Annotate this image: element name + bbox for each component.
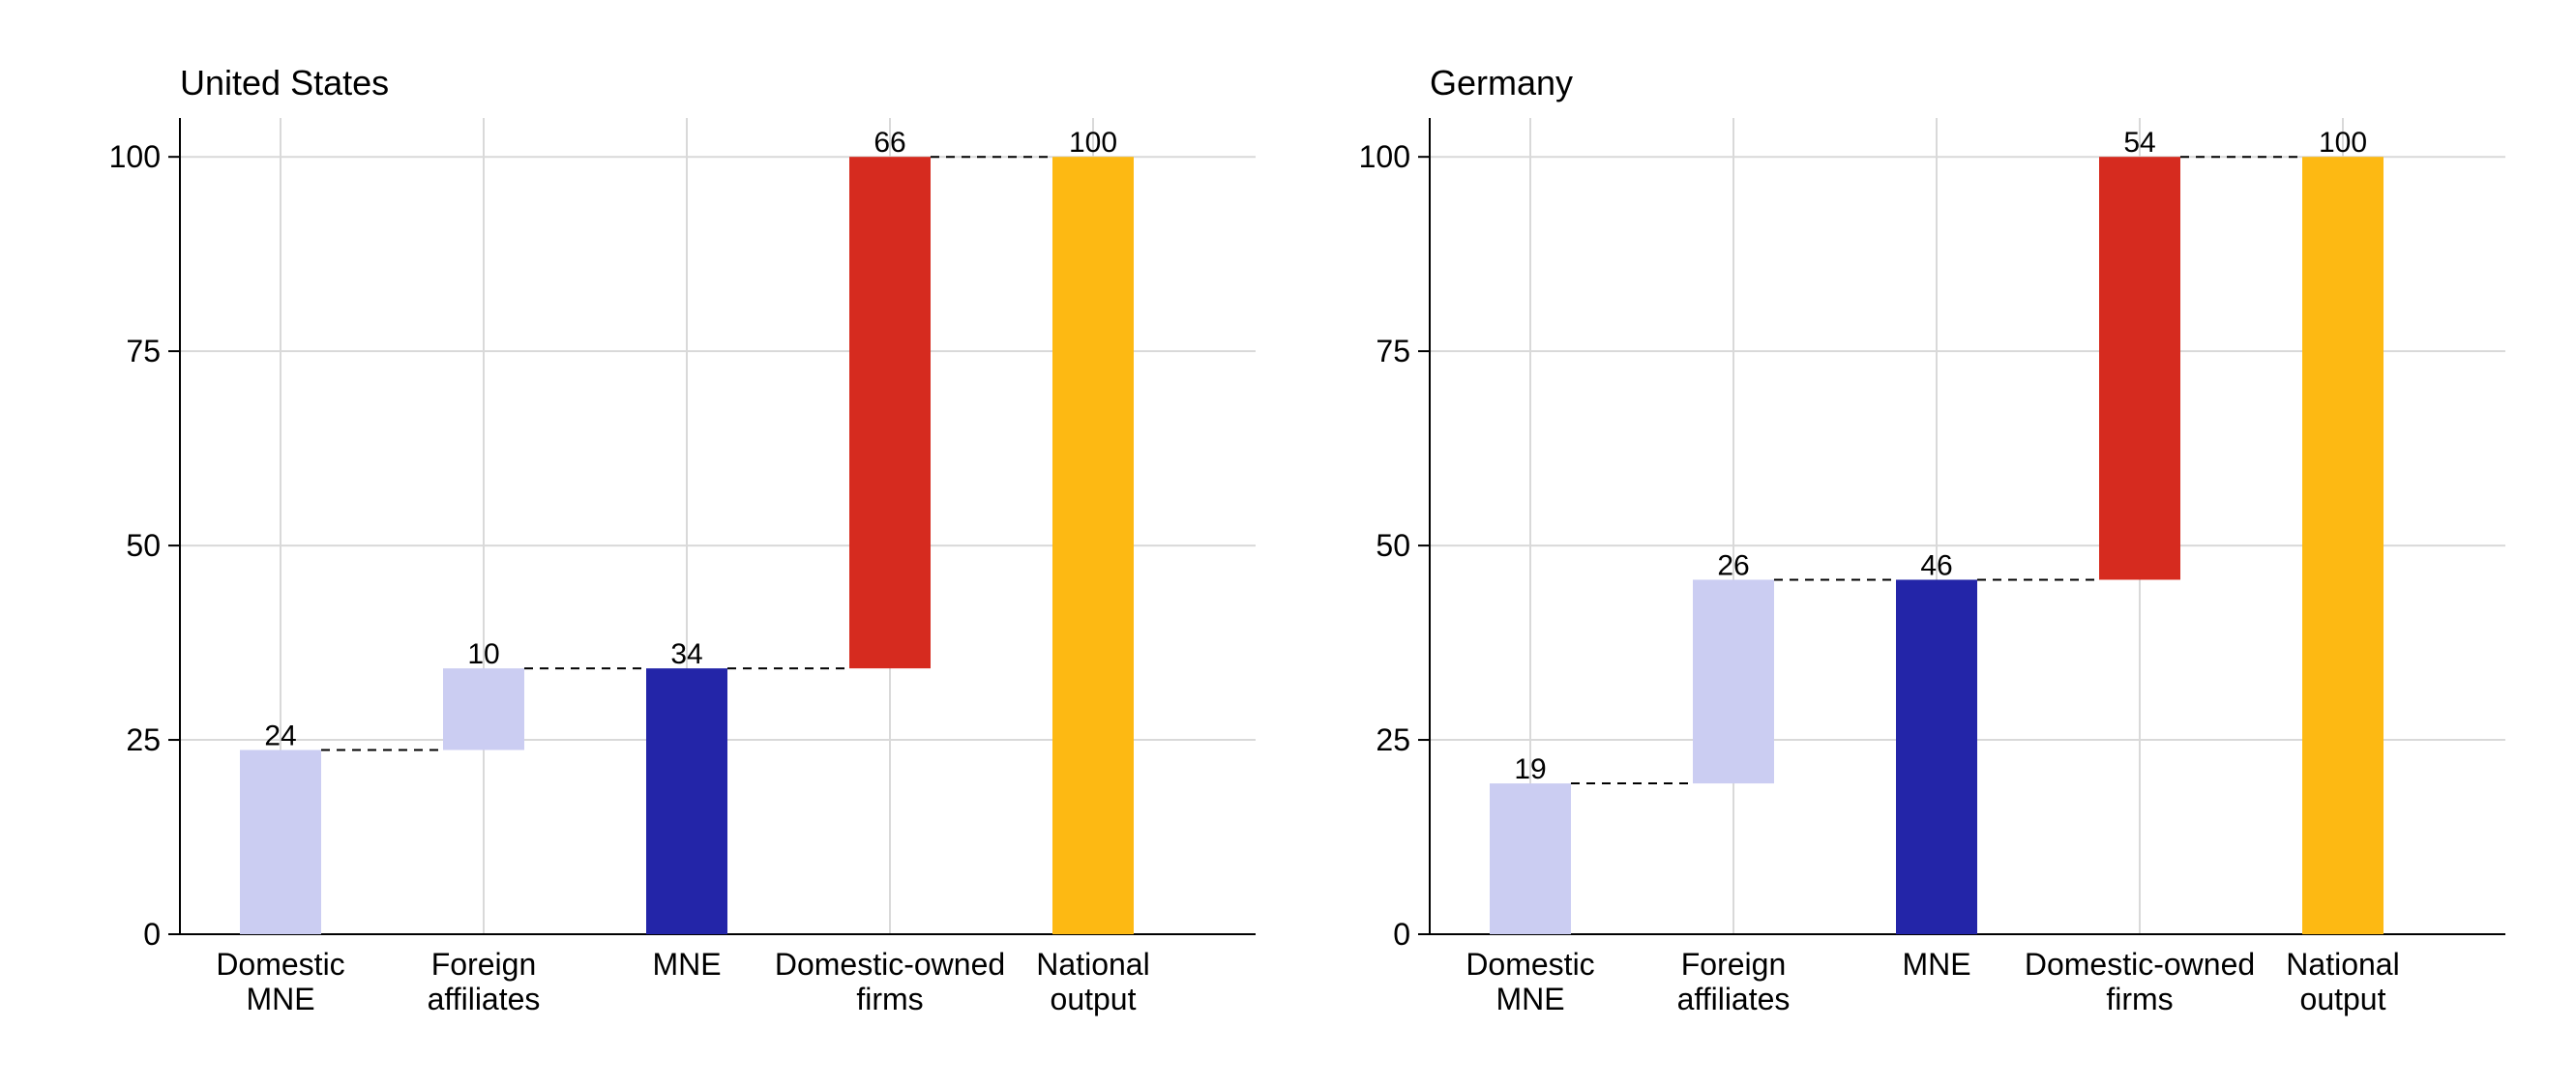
x-category-label: MNE: [1495, 982, 1564, 1016]
x-category-label: MNE: [1902, 947, 1970, 982]
chart-panel-0: United States 0 25 50 75 100 24 10 34 66 100 Domest…: [109, 63, 1256, 1016]
x-category-label: MNE: [246, 982, 314, 1016]
x-category-label: affiliates: [428, 982, 541, 1016]
x-category-label: Domestic: [1466, 947, 1594, 982]
y-tick-label: 50: [1376, 528, 1410, 563]
waterfall-bar: [1490, 783, 1571, 934]
y-tick-label: 50: [126, 528, 161, 563]
waterfall-bar: [1052, 157, 1134, 934]
x-category-label: Domestic-owned: [775, 947, 1005, 982]
x-category-label: output: [1051, 982, 1137, 1016]
y-tick-label: 0: [1393, 917, 1410, 952]
x-category-label: affiliates: [1677, 982, 1791, 1016]
y-tick-label: 0: [143, 917, 161, 952]
y-tick-label: 25: [1376, 722, 1410, 757]
waterfall-bar: [646, 668, 727, 934]
y-tick-label: 75: [1376, 334, 1410, 368]
x-category-label: Domestic: [216, 947, 344, 982]
waterfall-bar: [1693, 579, 1774, 784]
waterfall-bar: [849, 157, 931, 669]
data-label: 10: [467, 638, 499, 670]
y-tick-label: 75: [126, 334, 161, 368]
x-category-label: Foreign: [1681, 947, 1787, 982]
y-tick-label: 25: [126, 722, 161, 757]
waterfall-bar: [2302, 157, 2384, 934]
waterfall-bar: [1896, 579, 1977, 934]
waterfall-bar: [443, 668, 524, 750]
x-category-label: Domestic-owned: [2025, 947, 2255, 982]
x-category-label: firms: [856, 982, 923, 1016]
data-label: 100: [1069, 127, 1117, 159]
data-label: 100: [2319, 127, 2367, 159]
x-category-label: National: [2286, 947, 2399, 982]
data-label: 19: [1514, 753, 1546, 785]
chart-title: United States: [180, 63, 389, 103]
data-label: 66: [873, 127, 905, 159]
data-label: 54: [2123, 127, 2155, 159]
data-label: 34: [670, 638, 702, 670]
x-category-label: output: [2300, 982, 2386, 1016]
data-label: 26: [1717, 549, 1749, 581]
waterfall-bar: [2099, 157, 2180, 580]
x-category-label: MNE: [652, 947, 721, 982]
y-tick-label: 100: [1359, 139, 1410, 174]
waterfall-bar: [240, 750, 321, 934]
x-category-label: National: [1036, 947, 1149, 982]
x-category-label: firms: [2106, 982, 2173, 1016]
x-category-label: Foreign: [431, 947, 537, 982]
chart-title: Germany: [1430, 63, 1573, 103]
data-label: 24: [264, 720, 296, 751]
y-tick-label: 100: [109, 139, 161, 174]
data-label: 46: [1920, 549, 1952, 581]
